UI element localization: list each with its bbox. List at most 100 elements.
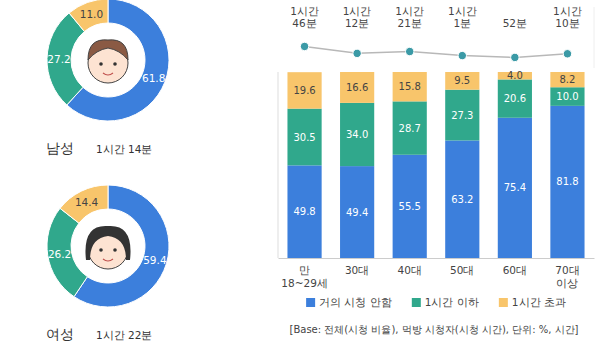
bar-segment xyxy=(287,109,321,166)
donut-slice xyxy=(69,0,108,31)
bar-label: 55.5 xyxy=(399,201,421,212)
slice-label: 26.2 xyxy=(48,248,71,260)
slice-label: 59.4 xyxy=(143,254,167,266)
x-tick-label: 50대 xyxy=(450,264,474,276)
bar-segment xyxy=(445,90,479,141)
annotation: [Base: 전체(시청 비율), 먹방 시청자(시청 시간), 단위: %, … xyxy=(290,324,579,335)
bar-segment xyxy=(550,87,584,106)
donut-chart: 59.4 26.2 14.4 xyxy=(47,185,169,307)
donut-chart: 61.827.211.0 xyxy=(47,0,169,121)
line-marker xyxy=(458,51,466,59)
donut-slice xyxy=(67,0,169,121)
bar-segment xyxy=(498,118,532,258)
line-label-line: 1시간 xyxy=(290,5,319,17)
legend-swatch xyxy=(306,298,315,307)
x-tick-label: 70대이상 xyxy=(555,264,579,289)
x-tick: 60대 xyxy=(503,264,527,276)
legend-label: 1시간 이하 xyxy=(425,296,479,308)
donut-title: 여성 xyxy=(46,326,74,342)
legend: 거의 시청 안함 1시간 이하 1시간 초과 xyxy=(306,296,566,308)
bar-segment xyxy=(393,155,427,258)
bar-label: 16.6 xyxy=(346,82,368,93)
bar-segment xyxy=(340,166,374,258)
line-label-line: 12분 xyxy=(345,17,369,29)
slice-label: 27.2 xyxy=(47,53,70,65)
bar-label: 15.8 xyxy=(399,81,421,92)
bar-segment xyxy=(498,79,532,117)
slice-label: 61.8 xyxy=(142,72,165,84)
icon-eye xyxy=(99,248,103,252)
bar-label: 10.0 xyxy=(556,91,578,102)
donut-title: 남성 xyxy=(46,140,74,156)
bar-label: 19.6 xyxy=(293,85,315,96)
line-path xyxy=(305,46,568,57)
line-labels: 1시간46분1시간12분1시간21분1시간1분52분1시간10분 xyxy=(290,5,582,30)
donut-subtitle: 1시간 14분 xyxy=(96,143,152,155)
line-label: 1시간21분 xyxy=(395,5,424,30)
line-label-line: 1시간 xyxy=(395,5,424,17)
bar-segment xyxy=(340,103,374,166)
line-marker xyxy=(563,50,571,58)
x-tick-label-line: 30대 xyxy=(345,264,369,276)
legend-swatch xyxy=(412,298,421,307)
line-label: 1시간46분 xyxy=(290,5,319,30)
x-tick-label: 60대 xyxy=(503,264,527,276)
icon-bg xyxy=(78,216,138,276)
x-axis: 만18~29세 30대 40대 50대 60대 70대이상 xyxy=(279,259,595,290)
x-axis-line xyxy=(279,258,595,259)
slice-label: 14.4 xyxy=(75,196,99,208)
line-label-line: 52분 xyxy=(503,17,527,29)
x-tick: 만18~29세 xyxy=(281,264,328,289)
line-label: 1시간1분 xyxy=(448,5,477,30)
legend-item: 거의 시청 안함 xyxy=(306,296,392,308)
line-marker xyxy=(353,49,361,57)
icon-hair xyxy=(88,40,128,60)
bar-label: 81.8 xyxy=(556,176,578,187)
line-series xyxy=(300,42,571,61)
donut-subtitle: 1시간 22분 xyxy=(96,329,152,341)
x-tick-label-line: 60대 xyxy=(503,264,527,276)
bar-label: 49.4 xyxy=(346,207,368,218)
line-marker xyxy=(406,47,414,55)
line-label-line: 1시간 xyxy=(448,5,477,17)
bar-segment xyxy=(445,72,479,90)
bar-label: 27.3 xyxy=(451,110,473,121)
line-label-line: 46분 xyxy=(292,17,316,29)
line-label-line: 21분 xyxy=(398,17,422,29)
bar-segment xyxy=(393,72,427,101)
x-tick-label-line: 40대 xyxy=(398,264,422,276)
line-label-line: 1분 xyxy=(453,17,471,29)
bar-label: 30.5 xyxy=(293,132,315,143)
x-tick-label-line: 만 xyxy=(299,264,310,276)
bar-label: 4.0 xyxy=(507,70,523,81)
x-tick-label: 만18~29세 xyxy=(281,264,328,289)
bar-label: 28.7 xyxy=(399,123,421,134)
x-tick-label: 40대 xyxy=(398,264,422,276)
line-label-line: 10분 xyxy=(555,17,579,29)
legend-swatch xyxy=(499,298,508,307)
x-tick: 70대이상 xyxy=(555,264,579,289)
bar-label: 63.2 xyxy=(451,194,473,205)
icon-hair xyxy=(85,226,130,260)
legend-item: 1시간 초과 xyxy=(499,296,566,308)
bar-segment xyxy=(393,101,427,154)
line-label-line: 1시간 xyxy=(553,5,582,17)
chart-canvas: 61.827.211.0남성1시간 14분59.426.214.4여성1시간 2… xyxy=(0,0,611,363)
y2-axis-line xyxy=(594,7,595,68)
bars xyxy=(287,72,584,258)
icon-eye xyxy=(113,62,117,66)
bar-segment xyxy=(340,72,374,103)
icon-mouth xyxy=(103,259,113,261)
x-tick-label-line: 18~29세 xyxy=(281,277,328,289)
face-icon xyxy=(78,216,138,276)
bar-label: 49.8 xyxy=(293,206,315,217)
legend-label: 거의 시청 안함 xyxy=(319,296,392,308)
line-marker xyxy=(300,42,308,50)
donut-slice xyxy=(74,185,169,307)
x-tick-label-line: 이상 xyxy=(556,277,578,289)
x-tick: 40대 xyxy=(398,264,422,276)
face-icon xyxy=(78,30,138,90)
bar-segment xyxy=(287,165,321,258)
line-label: 1시간10분 xyxy=(553,5,582,30)
line-label-line: 1시간 xyxy=(343,5,372,17)
